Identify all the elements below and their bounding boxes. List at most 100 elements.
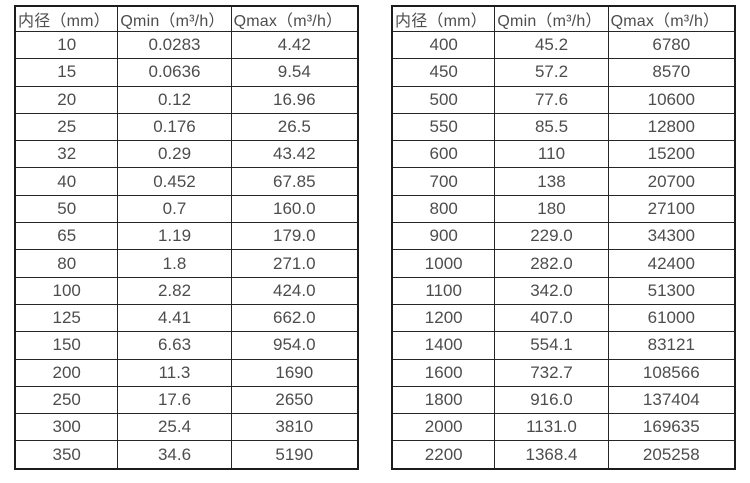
table-row: 40 0.452 67.85 (14, 167, 359, 196)
table-cell: 0.12 (117, 85, 232, 114)
table-row: 1200 407.0 61000 (391, 303, 736, 333)
table-row: 200 11.3 1690 (14, 358, 359, 387)
table-cell: 65 (14, 222, 119, 251)
table-cell: 83121 (607, 331, 736, 360)
table-cell: 500 (391, 85, 496, 114)
table-row: 450 57.2 8570 (391, 58, 736, 87)
table-body: 400 45.2 6780 450 57.2 8570 500 77.6 10600 550 85.… (391, 30, 736, 470)
table-cell: 0.452 (117, 167, 232, 196)
table-cell: 45.2 (494, 30, 609, 60)
table-cell: 6780 (607, 30, 736, 60)
table-cell: 732.7 (494, 358, 609, 387)
column-header: 内径（mm） (391, 5, 496, 32)
table-cell: 2.82 (117, 276, 232, 305)
table-cell: 407.0 (494, 303, 609, 333)
table-cell: 600 (391, 140, 496, 169)
table-row: 300 25.4 3810 (14, 413, 359, 442)
table-cell: 342.0 (494, 276, 609, 305)
table-row: 80 1.8 271.0 (14, 249, 359, 278)
table-row: 100 2.82 424.0 (14, 276, 359, 305)
table-cell: 1000 (391, 249, 496, 278)
column-header: Qmax（m³/h） (607, 5, 736, 32)
table-cell: 0.176 (117, 112, 232, 142)
table-cell: 15 (14, 58, 119, 87)
table-cell: 800 (391, 194, 496, 224)
table-row: 500 77.6 10600 (391, 85, 736, 114)
column-header: Qmin（m³/h） (494, 5, 609, 32)
table-cell: 12800 (607, 112, 736, 142)
table-row: 50 0.7 160.0 (14, 194, 359, 224)
table-cell: 61000 (607, 303, 736, 333)
table-cell: 179.0 (230, 222, 359, 251)
table-cell: 27100 (607, 194, 736, 224)
table-row: 800 180 27100 (391, 194, 736, 224)
table-cell: 77.6 (494, 85, 609, 114)
table-cell: 20700 (607, 167, 736, 196)
table-cell: 15200 (607, 140, 736, 169)
table-cell: 180 (494, 194, 609, 224)
table-row: 150 6.63 954.0 (14, 331, 359, 360)
table-cell: 700 (391, 167, 496, 196)
table-cell: 205258 (607, 440, 736, 470)
table-cell: 11.3 (117, 358, 232, 387)
table-cell: 125 (14, 303, 119, 333)
table-cell: 26.5 (230, 112, 359, 142)
table-cell: 43.42 (230, 140, 359, 169)
table-header-row: 内径（mm） Qmin（m³/h） Qmax（m³/h） (391, 5, 736, 32)
table-cell: 25 (14, 112, 119, 142)
table-cell: 0.0283 (117, 30, 232, 60)
table-cell: 137404 (607, 385, 736, 415)
table-cell: 1368.4 (494, 440, 609, 470)
table-cell: 34.6 (117, 440, 232, 470)
table-cell: 250 (14, 385, 119, 415)
table-cell: 282.0 (494, 249, 609, 278)
table-row: 350 34.6 5190 (14, 440, 359, 470)
table-cell: 550 (391, 112, 496, 142)
table-cell: 17.6 (117, 385, 232, 415)
table-row: 1800 916.0 137404 (391, 385, 736, 415)
table-cell: 1600 (391, 358, 496, 387)
table-row: 1600 732.7 108566 (391, 358, 736, 387)
table-cell: 138 (494, 167, 609, 196)
table-cell: 160.0 (230, 194, 359, 224)
table-cell: 169635 (607, 413, 736, 442)
table-cell: 6.63 (117, 331, 232, 360)
table-cell: 9.54 (230, 58, 359, 87)
table-cell: 229.0 (494, 222, 609, 251)
table-cell: 271.0 (230, 249, 359, 278)
table-cell: 1.19 (117, 222, 232, 251)
table-cell: 900 (391, 222, 496, 251)
table-row: 65 1.19 179.0 (14, 222, 359, 251)
table-row: 900 229.0 34300 (391, 222, 736, 251)
table-cell: 110 (494, 140, 609, 169)
table-row: 1000 282.0 42400 (391, 249, 736, 278)
column-header: Qmax（m³/h） (230, 5, 359, 32)
table-cell: 100 (14, 276, 119, 305)
table-cell: 2000 (391, 413, 496, 442)
table-cell: 1131.0 (494, 413, 609, 442)
table-cell: 2200 (391, 440, 496, 470)
table-cell: 25.4 (117, 413, 232, 442)
table-cell: 1400 (391, 331, 496, 360)
table-row: 2200 1368.4 205258 (391, 440, 736, 470)
table-cell: 16.96 (230, 85, 359, 114)
table-cell: 10 (14, 30, 119, 60)
table-row: 550 85.5 12800 (391, 112, 736, 142)
table-cell: 8570 (607, 58, 736, 87)
table-cell: 42400 (607, 249, 736, 278)
table-row: 20 0.12 16.96 (14, 85, 359, 114)
table-cell: 1690 (230, 358, 359, 387)
table-cell: 400 (391, 30, 496, 60)
table-row: 15 0.0636 9.54 (14, 58, 359, 87)
table-row: 10 0.0283 4.42 (14, 30, 359, 60)
table-row: 250 17.6 2650 (14, 385, 359, 415)
table-cell: 4.42 (230, 30, 359, 60)
table-row: 1400 554.1 83121 (391, 331, 736, 360)
table-row: 125 4.41 662.0 (14, 303, 359, 333)
table-cell: 916.0 (494, 385, 609, 415)
table-cell: 1200 (391, 303, 496, 333)
table-cell: 108566 (607, 358, 736, 387)
table-row: 2000 1131.0 169635 (391, 413, 736, 442)
table-cell: 1800 (391, 385, 496, 415)
table-cell: 50 (14, 194, 119, 224)
